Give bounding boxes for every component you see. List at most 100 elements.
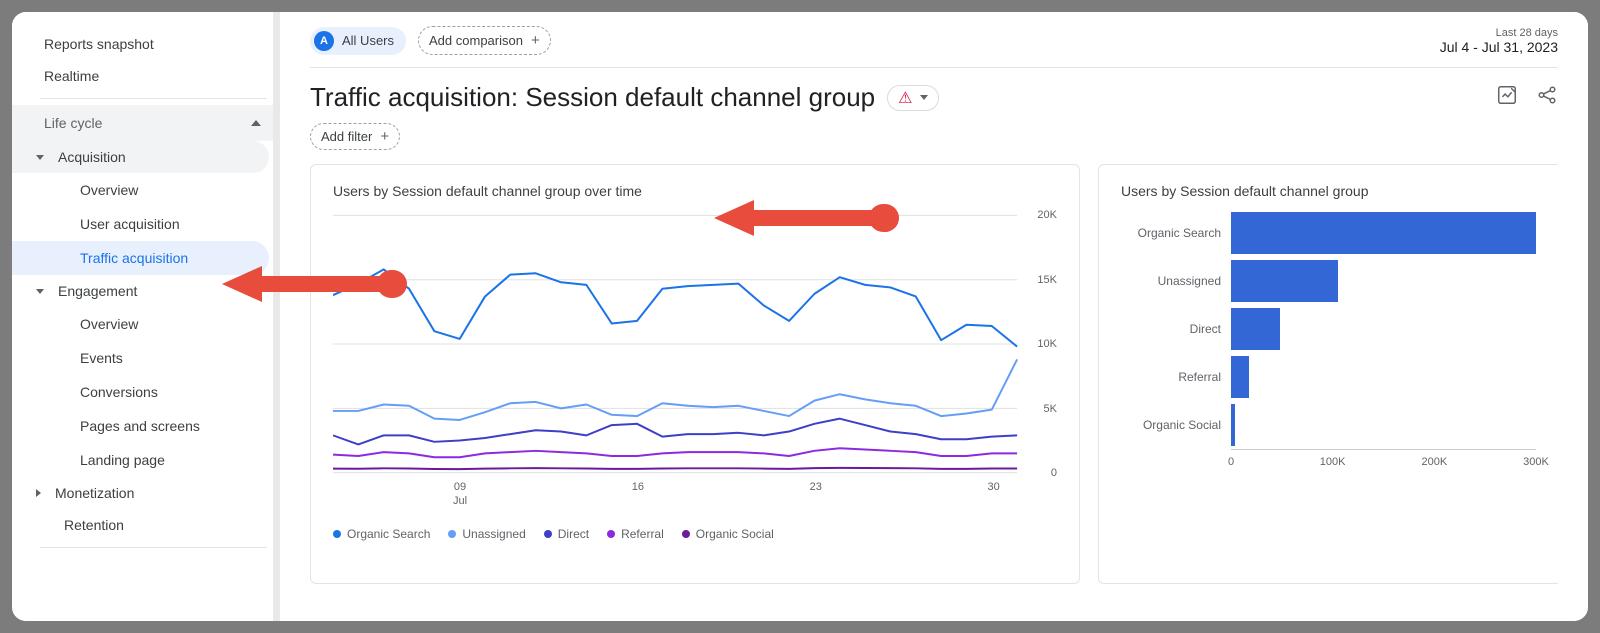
sidebar-divider [40, 98, 267, 99]
line-chart-card: Users by Session default channel group o… [310, 164, 1080, 584]
legend-item[interactable]: Organic Search [333, 527, 430, 541]
legend-label: Unassigned [462, 527, 525, 541]
x-axis-tick: 23 [810, 481, 822, 493]
legend-swatch-icon [544, 530, 552, 538]
add-comparison-label: Add comparison [429, 33, 523, 48]
share-icon [1536, 84, 1558, 106]
segment-chip-all-users[interactable]: A All Users [310, 27, 406, 55]
bar-row: Unassigned [1121, 257, 1536, 305]
legend-label: Organic Search [347, 527, 430, 541]
chevron-up-icon [251, 120, 261, 126]
sidebar-item-retention[interactable]: Retention [12, 509, 279, 541]
date-range-value: Jul 4 - Jul 31, 2023 [1440, 39, 1558, 55]
add-comparison-button[interactable]: Add comparison + [418, 26, 551, 55]
chevron-down-icon [920, 95, 928, 100]
legend-item[interactable]: Organic Social [682, 527, 774, 541]
page-title: Traffic acquisition: Session default cha… [310, 82, 875, 113]
y-axis-tick: 15K [1037, 274, 1057, 286]
app-frame: Reports snapshot Realtime Life cycle Acq… [12, 12, 1588, 621]
bar-x-tick: 200K [1421, 456, 1447, 468]
bar-track [1231, 308, 1536, 350]
legend-item[interactable]: Unassigned [448, 527, 525, 541]
data-quality-chip[interactable]: ⚠ [887, 85, 939, 111]
legend-item[interactable]: Direct [544, 527, 589, 541]
chevron-right-icon [36, 489, 41, 497]
sidebar-item-events[interactable]: Events [12, 341, 279, 375]
plus-icon: + [531, 32, 540, 49]
sidebar-group-label: Engagement [58, 283, 137, 299]
x-axis-tick: 16 [632, 481, 644, 493]
bar-label: Direct [1121, 322, 1231, 336]
comparison-bar: A All Users Add comparison + Last 28 day… [280, 12, 1588, 67]
bar-track [1231, 212, 1536, 254]
legend-swatch-icon [333, 530, 341, 538]
segment-badge-icon: A [314, 31, 334, 51]
legend-swatch-icon [682, 530, 690, 538]
add-filter-button[interactable]: Add filter + [310, 123, 400, 150]
filter-row: Add filter + [280, 117, 1588, 164]
bar-label: Referral [1121, 370, 1231, 384]
cards-row: Users by Session default channel group o… [280, 164, 1588, 584]
sidebar-section-lifecycle[interactable]: Life cycle [12, 105, 279, 141]
date-range-label: Last 28 days [1440, 27, 1558, 39]
bar-chart: Organic Search Unassigned Direct Referral Or… [1121, 209, 1536, 479]
plus-icon: + [380, 128, 389, 145]
y-axis-tick: 20K [1037, 209, 1057, 221]
bar-fill [1231, 404, 1235, 446]
warning-icon: ⚠ [898, 88, 912, 108]
bar-x-tick: 300K [1523, 456, 1549, 468]
sidebar-item-eng-overview[interactable]: Overview [12, 307, 279, 341]
bar-label: Organic Search [1121, 226, 1231, 240]
sidebar-item-conversions[interactable]: Conversions [12, 375, 279, 409]
sidebar-item-label: Retention [64, 517, 124, 533]
bar-fill [1231, 308, 1280, 350]
legend-item[interactable]: Referral [607, 527, 664, 541]
date-range-picker[interactable]: Last 28 days Jul 4 - Jul 31, 2023 [1440, 27, 1558, 55]
line-chart: 20K15K10K5K009Jul162330 [333, 209, 1057, 509]
sidebar: Reports snapshot Realtime Life cycle Acq… [12, 12, 280, 621]
x-axis-tick: 09 [454, 481, 466, 493]
bar-x-tick: 100K [1320, 456, 1346, 468]
customize-icon [1496, 84, 1518, 106]
bar-x-axis: 0100K200K300K [1231, 449, 1536, 479]
customize-report-button[interactable] [1496, 84, 1518, 111]
y-axis-tick: 10K [1037, 338, 1057, 350]
sidebar-item-user-acquisition[interactable]: User acquisition [12, 207, 279, 241]
bar-chart-title: Users by Session default channel group [1121, 183, 1536, 199]
title-bar: Traffic acquisition: Session default cha… [280, 68, 1588, 117]
legend-swatch-icon [607, 530, 615, 538]
bar-label: Unassigned [1121, 274, 1231, 288]
sidebar-item-snapshot[interactable]: Reports snapshot [12, 28, 279, 60]
legend-label: Direct [558, 527, 589, 541]
bar-track [1231, 260, 1536, 302]
annotation-arrow-chart-title [714, 198, 904, 238]
sidebar-divider [40, 547, 267, 548]
add-filter-label: Add filter [321, 129, 372, 144]
line-chart-title: Users by Session default channel group o… [333, 183, 1057, 199]
main-content: A All Users Add comparison + Last 28 day… [280, 12, 1588, 621]
bar-fill [1231, 212, 1536, 254]
title-actions [1496, 84, 1558, 111]
sidebar-group-acquisition[interactable]: Acquisition [12, 141, 269, 173]
bar-row: Referral [1121, 353, 1536, 401]
chevron-down-icon [36, 289, 44, 294]
legend-label: Referral [621, 527, 664, 541]
bar-track [1231, 356, 1536, 398]
bar-label: Organic Social [1121, 418, 1231, 432]
segment-chip-label: All Users [342, 33, 394, 48]
bar-row: Organic Search [1121, 209, 1536, 257]
sidebar-item-realtime[interactable]: Realtime [12, 60, 279, 92]
sidebar-group-label: Monetization [55, 485, 134, 501]
bar-row: Organic Social [1121, 401, 1536, 449]
sidebar-group-monetization[interactable]: Monetization [12, 477, 279, 509]
y-axis-tick: 5K [1044, 403, 1057, 415]
sidebar-section-label: Life cycle [44, 115, 102, 131]
sidebar-item-acq-overview[interactable]: Overview [12, 173, 279, 207]
share-button[interactable] [1536, 84, 1558, 111]
bar-track [1231, 404, 1536, 446]
bar-fill [1231, 260, 1338, 302]
sidebar-item-landing[interactable]: Landing page [12, 443, 279, 477]
sidebar-group-label: Acquisition [58, 149, 126, 165]
sidebar-item-pages[interactable]: Pages and screens [12, 409, 279, 443]
x-axis-month: Jul [453, 495, 467, 507]
